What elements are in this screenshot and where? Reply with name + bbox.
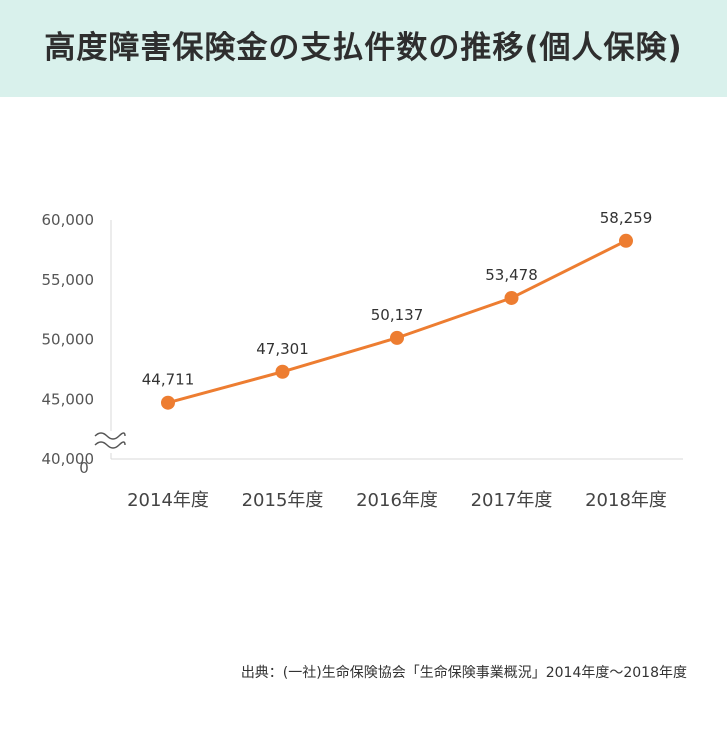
axis-break-mask — [92, 431, 130, 453]
chart-title: 高度障害保険金の支払件数の推移(個人保険) — [44, 30, 683, 66]
x-tick-label: 2017年度 — [471, 490, 553, 511]
x-tick-label: 2015年度 — [242, 490, 324, 511]
y-tick-label: 45,000 — [42, 390, 95, 408]
data-point — [504, 290, 519, 305]
x-tick-label: 2018年度 — [585, 490, 667, 511]
y-tick-label: 50,000 — [42, 331, 95, 349]
data-point — [619, 233, 633, 248]
axis-break-mark — [94, 432, 126, 440]
data-point — [390, 330, 404, 345]
source-note: 出典：(一社)生命保険協会「生命保険事業概況」2014年度〜2018年度 — [240, 665, 687, 681]
series-line-group — [161, 233, 633, 410]
y-zero-label: 0 — [79, 459, 89, 477]
title-banner: 高度障害保険金の支払件数の推移(個人保険) — [0, 0, 727, 97]
data-label: 44,711 — [142, 371, 195, 389]
data-point — [275, 364, 290, 379]
y-tick-label: 55,000 — [42, 271, 95, 289]
y-tick-label: 60,000 — [42, 211, 95, 229]
data-labels: 44,711 47,301 50,137 53,478 58,259 — [142, 209, 653, 389]
data-label: 58,259 — [600, 209, 653, 227]
data-point — [161, 395, 175, 410]
x-axis: 2014年度 2015年度 2016年度 2017年度 2018年度 — [111, 458, 683, 511]
data-label: 50,137 — [371, 306, 424, 324]
x-tick-label: 2016年度 — [356, 490, 438, 511]
y-axis: 40,000 45,000 50,000 55,000 60,000 0 — [42, 211, 130, 477]
axis-break-mark — [94, 441, 126, 449]
x-tick-label: 2014年度 — [127, 490, 209, 511]
y-tick-label: 40,000 — [42, 450, 95, 468]
data-label: 47,301 — [256, 340, 309, 358]
data-label: 53,478 — [485, 266, 538, 284]
